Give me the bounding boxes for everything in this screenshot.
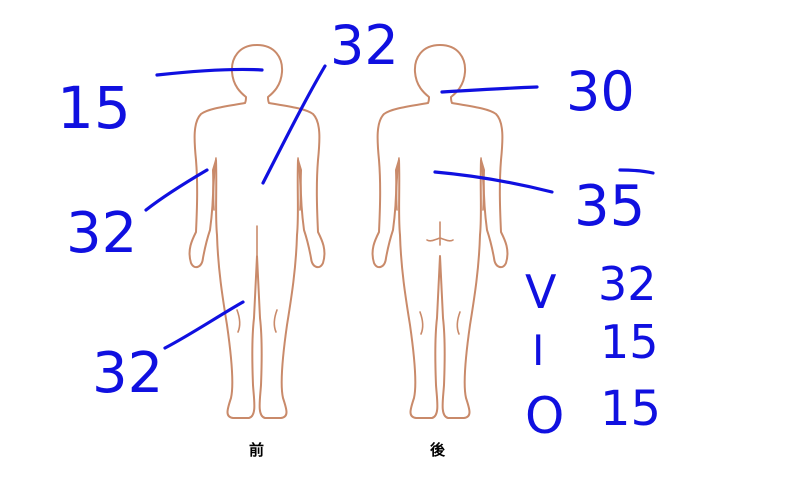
front-body-outline [188,44,326,419]
front-arm-value: 32 [66,201,137,266]
back-figure [371,44,509,419]
back-trunk-leader [433,170,554,194]
front-arm-leader [144,168,209,212]
front-figure [188,44,326,419]
front-head-leader [155,67,264,77]
back-head-value: 30 [566,60,635,123]
front-leg-leader [163,300,245,350]
legend-key-i: I [532,326,544,375]
legend: V 32 I 15 O 15 [525,257,661,445]
front-left-arm-line [212,157,217,211]
annotation-lines [144,64,655,350]
back-right-arm-line [480,157,485,211]
back-view-label: 後 [429,441,446,459]
back-right-knee [456,311,461,335]
front-right-knee [273,309,278,333]
legend-value-i: 15 [600,315,659,369]
front-trunk-leader [261,64,327,185]
legend-key-v: V [525,265,557,319]
front-left-knee [236,309,241,333]
back-buttock-line [426,221,454,246]
front-leg-value: 32 [92,341,163,406]
back-trunk-value: 35 [574,174,645,239]
back-head-leader [440,85,539,94]
back-left-knee [419,311,424,335]
back-trunk-overline [618,168,655,175]
back-body-outline [371,44,509,419]
front-trunk-value: 32 [330,14,399,77]
legend-key-o: O [525,387,564,445]
legend-value-o: 15 [600,381,661,437]
legend-value-v: 32 [598,257,657,311]
front-right-arm-line [297,157,302,211]
back-left-arm-line [395,157,400,211]
front-head-value: 15 [57,74,131,142]
front-view-label: 前 [249,441,264,459]
